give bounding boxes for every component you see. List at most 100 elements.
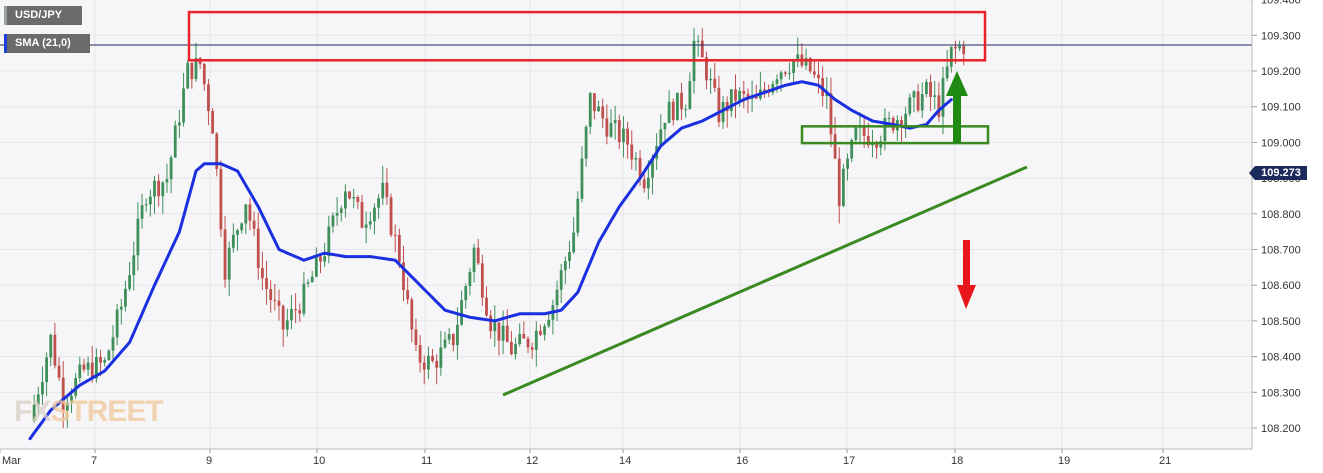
watermark-fx: FX [14, 395, 51, 428]
candle-body [256, 228, 260, 268]
candle-body [676, 92, 679, 121]
candle-body [464, 286, 468, 301]
y-tick-label: 108.600 [1261, 280, 1301, 292]
candle-body [667, 101, 671, 123]
candle-body [161, 182, 165, 197]
candle-body [812, 71, 816, 75]
candle-body [53, 334, 57, 366]
candle-body [609, 123, 613, 137]
candle-body [825, 93, 829, 97]
symbol-swatch [4, 6, 7, 25]
candle-body [269, 289, 273, 301]
y-tick-label: 108.400 [1261, 352, 1301, 364]
sma-21-line [28, 80, 953, 441]
candle-body [908, 97, 912, 114]
candle-body [497, 322, 501, 341]
candle-body [402, 262, 405, 291]
candle-body [36, 394, 40, 405]
candle-body [601, 106, 605, 119]
candle-body [169, 157, 173, 180]
candle-body [107, 350, 111, 360]
candle-body [597, 106, 600, 112]
candle-body [281, 305, 285, 330]
current-price-tag: 109.273 [1249, 166, 1307, 180]
ascending-trendline [502, 165, 1028, 397]
candle-body [543, 326, 546, 335]
candle-body [837, 158, 841, 207]
candle-body [406, 290, 410, 300]
candle-body [854, 127, 858, 140]
candle-body [302, 283, 306, 314]
candle-body [688, 81, 692, 110]
candle-body [916, 91, 920, 111]
y-tick-label: 109.300 [1261, 30, 1301, 42]
candle-body [70, 395, 73, 404]
legend-symbol[interactable]: USD/JPY [4, 6, 82, 25]
candle-body [207, 84, 210, 112]
candle-body [534, 330, 538, 350]
y-tick-label: 108.200 [1261, 423, 1301, 435]
candle-body [651, 158, 654, 178]
candle-body [493, 322, 497, 332]
candle-body [144, 204, 148, 206]
arrow-up-shaft [953, 93, 961, 143]
y-tick-label: 109.400 [1261, 0, 1301, 7]
candle-body [389, 197, 393, 235]
candle-body [352, 197, 356, 199]
candle-body [954, 46, 957, 49]
candle-body [427, 355, 430, 370]
x-tick-label: 17 [843, 455, 855, 467]
candle-body [754, 95, 758, 99]
candle-body [119, 306, 123, 310]
candle-body [410, 299, 414, 330]
y-tick-label: 108.800 [1261, 209, 1301, 221]
candle-body [202, 64, 206, 85]
candle-body [588, 93, 592, 127]
candle-body [485, 297, 488, 316]
candle-body [829, 93, 833, 135]
candle-body [140, 205, 144, 219]
candle-body [833, 134, 837, 159]
candle-body [82, 364, 86, 370]
candle-body [514, 344, 517, 355]
candle-body [314, 256, 318, 277]
candle-body [642, 179, 646, 189]
candle-body [900, 119, 903, 127]
candle-body [290, 308, 293, 321]
candle-body [90, 362, 94, 379]
candle-body [638, 157, 642, 180]
candle-body [49, 334, 53, 358]
candle-body [904, 113, 908, 127]
candle-body [41, 382, 44, 395]
annotations [0, 10, 1252, 397]
candle-body [132, 255, 136, 276]
candle-body [713, 78, 717, 88]
candle-body [729, 89, 733, 112]
candle-body [157, 180, 161, 197]
candle-body [622, 128, 625, 143]
candle-body [605, 118, 609, 137]
legend-sma[interactable]: SMA (21,0) [4, 34, 90, 53]
candle-body [223, 229, 227, 280]
candle-body [294, 308, 297, 311]
candle-body [796, 54, 800, 61]
candle-body [306, 282, 310, 284]
candle-body [136, 218, 140, 256]
candle-body [734, 89, 737, 101]
candle-body [530, 347, 534, 350]
candle-body [219, 169, 223, 230]
candle-body [580, 158, 584, 199]
candle-body [236, 230, 239, 235]
candles [32, 28, 966, 428]
candle-body [397, 234, 401, 263]
candle-body [788, 73, 791, 75]
x-tick-label: Mar [2, 455, 21, 467]
x-tick-label: 19 [1058, 455, 1070, 467]
candle-body [630, 144, 634, 160]
candle-body [273, 300, 277, 302]
candle-body [298, 310, 302, 314]
candle-body [763, 89, 766, 92]
y-tick-label: 108.500 [1261, 316, 1301, 328]
